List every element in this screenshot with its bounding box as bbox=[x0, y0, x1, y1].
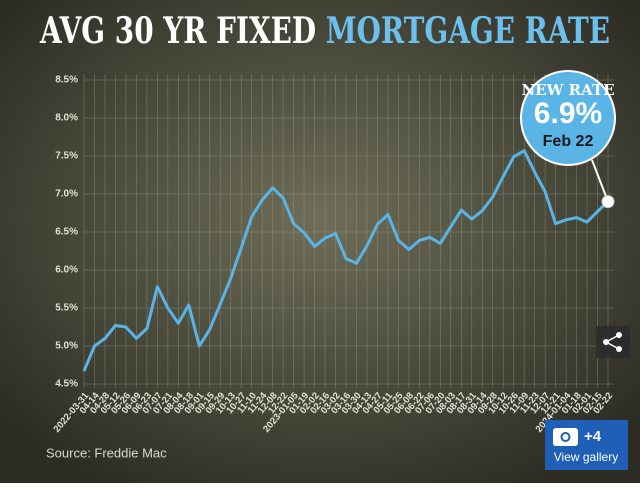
share-button[interactable] bbox=[596, 326, 630, 358]
gallery-button[interactable]: +4 View gallery bbox=[545, 420, 628, 470]
callout-line bbox=[591, 159, 609, 202]
y-tick-label: 8.5% bbox=[55, 75, 78, 86]
title-highlight: MORTGAGE RATE bbox=[326, 10, 610, 52]
end-point bbox=[601, 195, 615, 209]
source: Source: Freddie Mac bbox=[46, 445, 167, 460]
gallery-count: +4 bbox=[584, 428, 602, 445]
y-tick-label: 5.5% bbox=[55, 303, 78, 314]
y-tick-label: 8.0% bbox=[55, 113, 78, 124]
callout-circle bbox=[520, 70, 616, 166]
callout-heading: NEW RATE bbox=[521, 81, 614, 99]
y-tick-label: 7.5% bbox=[55, 151, 78, 162]
y-tick-label: 4.5% bbox=[55, 379, 78, 390]
y-tick-label: 5.0% bbox=[55, 341, 78, 352]
title-part: AVG 30 YR FIXED bbox=[39, 10, 316, 52]
callout-value: 6.9% bbox=[534, 97, 602, 130]
line-series bbox=[82, 149, 610, 372]
chart-title: AVG 30 YR FIXED MORTGAGE RATE bbox=[39, 10, 610, 52]
y-tick-label: 7.0% bbox=[55, 189, 78, 200]
y-tick-label: 6.5% bbox=[55, 227, 78, 238]
callout-date: Feb 22 bbox=[543, 133, 594, 150]
gallery-label: View gallery bbox=[554, 450, 618, 464]
y-tick-label: 6.0% bbox=[55, 265, 78, 276]
